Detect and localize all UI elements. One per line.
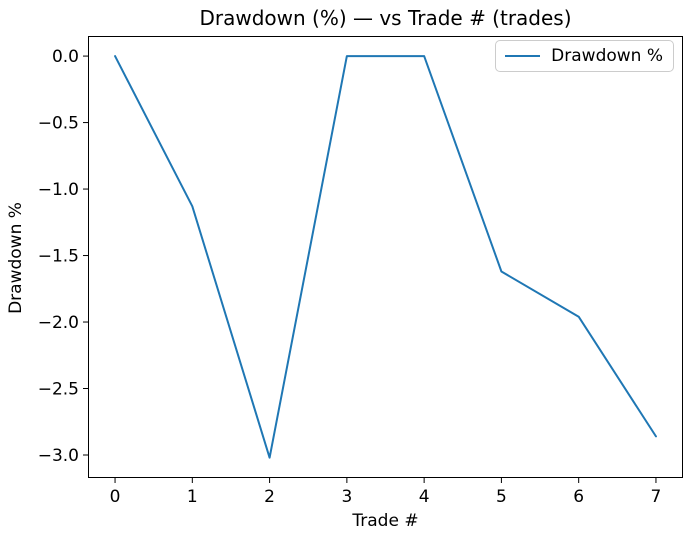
- legend-line-swatch: [505, 55, 541, 57]
- y-tick-label: −1.0: [38, 180, 79, 200]
- x-tick-label: 3: [341, 487, 352, 507]
- x-tick-label: 1: [187, 487, 198, 507]
- y-tick-label: 0.0: [52, 47, 79, 67]
- chart-title: Drawdown (%) — vs Trade # (trades): [199, 6, 572, 30]
- y-tick-label: −2.5: [38, 380, 79, 400]
- x-tick-label: 6: [573, 487, 584, 507]
- legend: Drawdown %: [495, 40, 674, 72]
- y-tick-label: −1.5: [38, 247, 79, 267]
- y-tick-label: −0.5: [38, 114, 79, 134]
- x-tick-label: 5: [496, 487, 507, 507]
- x-tick-label: 2: [264, 487, 275, 507]
- x-tick-label: 4: [419, 487, 430, 507]
- y-axis-label: Drawdown %: [6, 202, 26, 314]
- x-tick-label: 7: [651, 487, 662, 507]
- y-tick-label: −3.0: [38, 446, 79, 466]
- y-tick-label: −2.0: [38, 313, 79, 333]
- plot-area: 0 1 2 3 4 5 6 7 0.0 −0.5 −1.0 −1.5 −2.0 −2.5 −3.0 Draw…: [38, 36, 683, 507]
- drawdown-line: [114, 55, 657, 459]
- legend-label: Drawdown %: [551, 46, 663, 66]
- x-axis-label: Trade #: [352, 511, 419, 531]
- x-tick-label: 0: [110, 487, 121, 507]
- plot-canvas: 0 1 2 3 4 5 6 7 0.0 −0.5 −1.0 −1.5 −2.0 −2.5 −3.0: [38, 36, 683, 507]
- axes-frame: [88, 36, 683, 478]
